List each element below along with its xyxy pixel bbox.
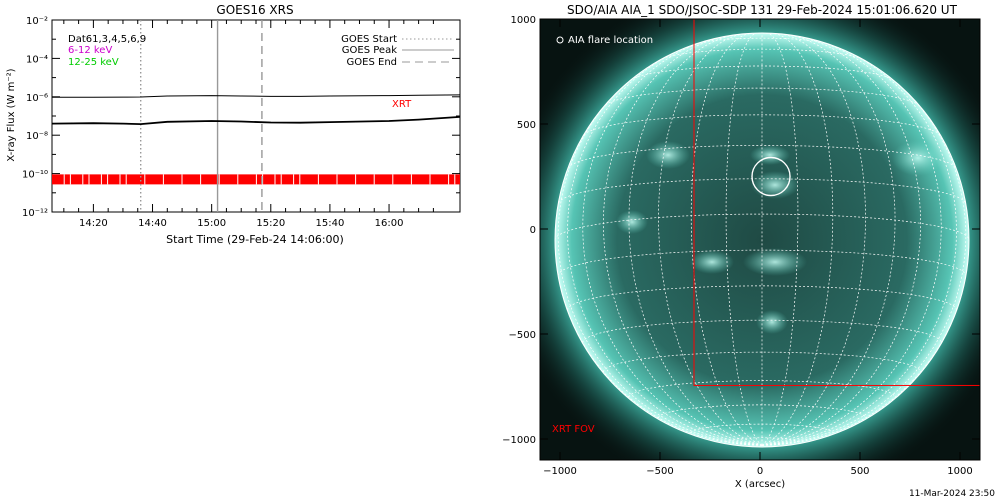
grid-longitude-line (557, 77, 763, 446)
aia-axes: −1000 −500 0 500 1000 1000 500 0 −500 −1000 (502, 15, 980, 477)
active-region (690, 250, 734, 274)
x-tick-label: 16:00 (375, 218, 404, 229)
aia-x-tick-label: −500 (646, 466, 673, 477)
solar-limb (554, 32, 970, 448)
flare-location-marker (751, 156, 791, 197)
y-tick-label: 10⁻⁶ (26, 93, 48, 104)
y-tick-label: 10⁻² (26, 16, 48, 27)
goes-ylabel: X-ray Flux (W m⁻²) (6, 68, 17, 161)
legend-series-2: 12-25 keV (68, 57, 119, 68)
grid-latitude-line (695, 37, 829, 45)
aia-y-tick-label: −500 (509, 330, 536, 341)
flux-series-line (51, 116, 461, 126)
grid-longitude-line (761, 44, 957, 446)
active-region (646, 141, 690, 169)
active-regions (616, 140, 944, 334)
y-tick-label: 10⁻⁴ (26, 54, 48, 65)
goes-chart-title: GOES16 XRS (216, 3, 293, 17)
flare-legend-label: AIA flare location (568, 35, 653, 46)
y-tick-label: 10⁻¹² (22, 208, 48, 219)
grid-latitude-line (630, 65, 894, 81)
x-tick-label: 15:20 (256, 218, 285, 229)
grid-longitude-line (658, 33, 763, 446)
x-tick-label: 15:00 (197, 218, 226, 229)
x-tick-label: 14:20 (79, 218, 108, 229)
goes-xrs-chart: GOES16 XRS 10⁻¹² 10⁻¹⁰ 10⁻⁸ 10⁻⁶ 10⁻⁴ 10⁻² 14:… (6, 3, 461, 246)
aia-frame: AIA flare location XRT FOV (540, 19, 980, 460)
detector-label: Dat61,3,4,5,6,9 (68, 34, 146, 45)
grid-longitude-line (725, 33, 763, 446)
grid-longitude-line (761, 77, 967, 446)
goes-xlabel: Start Time (29-Feb-24 14:06:00) (166, 233, 344, 246)
aia-y-tick-label: 500 (517, 120, 536, 131)
grid-longitude-line (690, 33, 763, 446)
aia-y-tick-label: −1000 (502, 435, 536, 446)
aia-xlabel: X (arcsec) (735, 479, 785, 490)
active-region (616, 210, 648, 234)
grid-latitude-line (605, 87, 919, 106)
grid-latitude-line (558, 178, 966, 204)
aia-x-tick-label: −1000 (543, 466, 577, 477)
flare-legend-icon (556, 36, 564, 44)
aia-title: SDO/AIA AIA_1 SDO/JSOC-SDP 131 29-Feb-20… (567, 3, 958, 17)
aia-x-tick-label: 1000 (947, 466, 972, 477)
grid-latitude-line (725, 437, 799, 443)
xrt-fov-box (693, 19, 980, 386)
goes-plot-area: 10⁻¹² 10⁻¹⁰ 10⁻⁸ 10⁻⁶ 10⁻⁴ 10⁻² 14:20 14:40 15:0… (22, 16, 461, 229)
heliographic-grid (555, 33, 969, 446)
xrt-label: XRT (392, 99, 412, 110)
y-tick-label: 10⁻⁸ (26, 131, 48, 142)
active-region (756, 310, 788, 334)
x-tick-label: 15:40 (315, 218, 344, 229)
active-region (743, 248, 807, 276)
aia-y-tick-label: 0 (530, 225, 536, 236)
grid-longitude-line (761, 33, 866, 446)
active-region (892, 140, 944, 176)
legend-goes-peak: GOES Peak (342, 45, 397, 56)
flux-series-line (52, 94, 461, 98)
footer-timestamp: 11-Mar-2024 23:50 (909, 489, 995, 499)
aia-x-tick-label: 0 (757, 466, 763, 477)
y-tick-label: 10⁻¹⁰ (22, 170, 48, 181)
grid-longitude-line (761, 37, 942, 446)
grid-longitude-line (567, 44, 763, 446)
grid-longitude-line (761, 33, 834, 446)
aia-y-tick-label: 1000 (511, 15, 536, 26)
xrt-fov-label: XRT FOV (552, 424, 595, 435)
grid-longitude-line (761, 33, 799, 446)
legend-goes-start: GOES Start (341, 34, 397, 45)
x-tick-label: 14:40 (138, 218, 167, 229)
active-region (751, 171, 799, 199)
legend-series-1: 6-12 keV (68, 45, 112, 56)
aia-x-tick-label: 500 (850, 466, 869, 477)
legend-goes-end: GOES End (347, 57, 397, 68)
grid-longitude-line (582, 37, 763, 446)
grid-latitude-line (583, 114, 941, 136)
